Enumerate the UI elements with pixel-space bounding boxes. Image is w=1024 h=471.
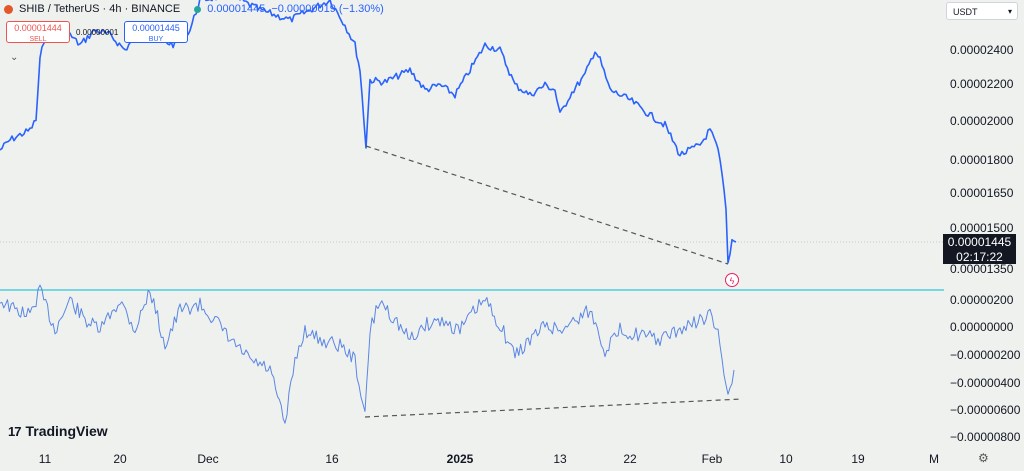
price-axis-tick: 0.00002000 [950,114,1014,128]
time-axis-tick: Dec [197,452,219,466]
time-axis-tick: 16 [325,452,339,466]
time-axis-tick: 20 [113,452,127,466]
indicator-trendline[interactable] [364,398,743,418]
indicator-axis-tick: −0.00000600 [950,403,1021,417]
price-axis-tick: 0.00001650 [950,186,1014,200]
currency-value: USDT [953,7,978,17]
indicator-axis-tick: 0.00000200 [950,293,1014,307]
price-axis-tick: 0.00001500 [950,221,1014,235]
time-axis-tick: M [929,452,939,466]
price-axis-tick: 0.00002400 [950,43,1014,57]
price-line-series [0,0,737,264]
event-flash-icon[interactable]: ϟ [725,273,739,287]
sell-label: SELL [29,36,47,43]
symbol-title[interactable]: SHIB / TetherUS · 4h · BINANCE [19,3,181,15]
chevron-down-icon: ▾ [1007,7,1012,16]
current-price-value: 0.00001445 [947,235,1012,249]
current-price-label: 0.00001445 02:17:22 [943,234,1016,264]
time-axis-tick: 2025 [446,452,474,466]
price-axis-tick: 0.00001350 [950,262,1014,276]
price-change: −0.00000019 (−1.30%) [271,3,384,15]
time-axis-tick: 11 [38,452,52,466]
tradingview-logo-icon: 17 [8,423,22,439]
buy-label: BUY [148,36,164,43]
brand-name: TradingView [25,423,108,439]
sell-price: 0.00001444 [14,23,62,33]
bar-countdown: 02:17:22 [956,250,1003,264]
time-axis-tick: 13 [553,452,567,466]
sell-button[interactable]: 0.00001444 SELL [6,21,70,43]
indicator-series [0,284,735,424]
tradingview-watermark: 17 TradingView [8,423,108,439]
currency-select[interactable]: USDT ▾ [946,2,1018,20]
price-series [0,0,737,264]
settings-gear-icon[interactable]: ⚙ [978,451,989,465]
market-status-icon [194,5,202,13]
indicator-axis-tick: −0.00000800 [950,430,1021,444]
spread-value: 0.00000001 [76,28,119,37]
price-axis-tick: 0.00001800 [950,153,1014,167]
buy-price: 0.00001445 [132,23,180,33]
indicator-axis-tick: −0.00000400 [950,376,1021,390]
shib-logo-icon [4,4,13,14]
time-axis-tick: Feb [701,452,723,466]
last-price: 0.00001445 [207,3,266,15]
price-trendline[interactable] [365,145,729,265]
symbol-header: SHIB / TetherUS · 4h · BINANCE 0.0000144… [4,3,384,15]
price-axis-tick: 0.00002200 [950,77,1014,91]
indicator-axis-tick: 0.00000000 [950,320,1014,334]
indicator-line-series [0,284,735,424]
buy-button[interactable]: 0.00001445 BUY [124,21,188,43]
time-axis-tick: 10 [779,452,793,466]
time-axis-tick: 19 [851,452,865,466]
collapse-chevron-icon[interactable]: ⌄ [10,52,19,63]
indicator-axis-tick: −0.00000200 [950,348,1021,362]
time-axis-tick: 22 [623,452,637,466]
